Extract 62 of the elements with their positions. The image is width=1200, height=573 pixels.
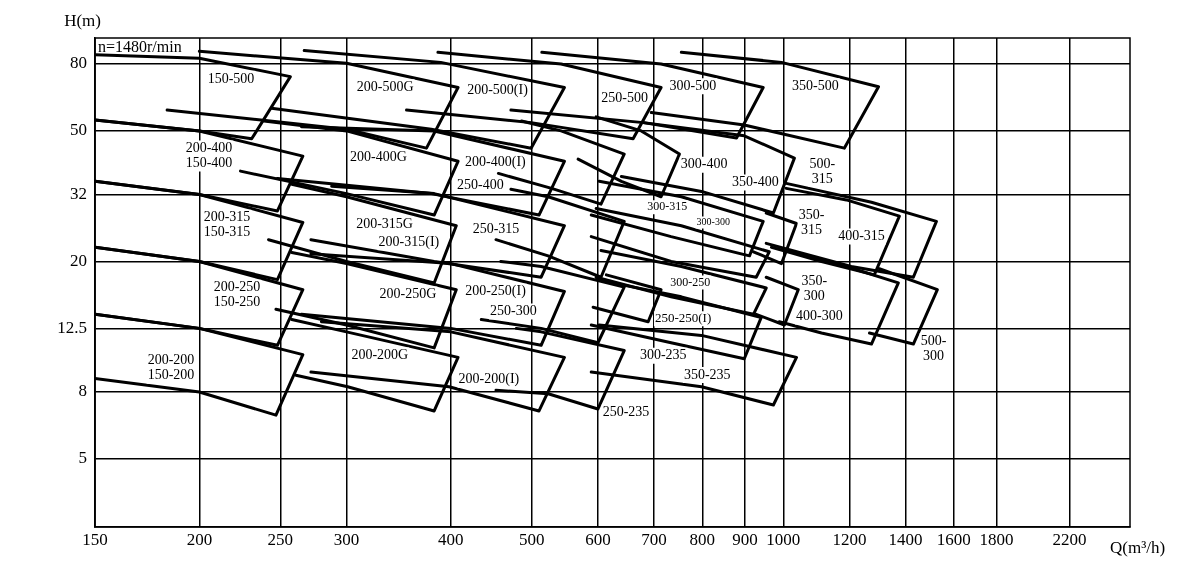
x-tick-label: 700 — [641, 529, 667, 549]
series-label: 200-250G — [379, 286, 437, 302]
x-tick-label: 300 — [333, 529, 360, 549]
series-label: 300-400 — [680, 156, 728, 172]
x-axis-title: Q(m³/h) — [1110, 538, 1166, 557]
series-label: 300-500 — [669, 78, 717, 94]
series-label: 300-250 — [670, 274, 711, 289]
x-tick-label: 900 — [732, 529, 758, 549]
x-tick-label: 1800 — [979, 529, 1014, 549]
series-label: 500- 300 — [920, 332, 947, 363]
series-label: 400-315 — [838, 228, 885, 244]
x-tick-label: 200 — [186, 529, 213, 549]
series-label: 200-500(I) — [467, 82, 529, 99]
x-tick-label: 600 — [585, 529, 611, 549]
series-label: 200-200G — [351, 347, 409, 363]
series-label: 200-400(I) — [465, 154, 527, 171]
series-label: 350- 315 — [798, 207, 825, 238]
series-label: 200-400 150-400 — [185, 140, 233, 171]
series-label: 200-250 150-250 — [213, 279, 261, 310]
x-tick-label: 2200 — [1052, 529, 1087, 549]
series-label: 250-300 — [489, 303, 537, 319]
y-axis-title: H(m) — [64, 11, 101, 30]
series-label: 400-300 — [795, 308, 843, 324]
series-label: 350-500 — [791, 78, 839, 94]
y-tick-label: 12.5 — [57, 317, 87, 337]
x-tick-label: 1600 — [936, 529, 971, 549]
series-label: 300-235 — [639, 347, 687, 363]
series-label: 350-235 — [683, 366, 731, 382]
y-tick-label: 20 — [70, 250, 87, 270]
series-label: 250-235 — [602, 404, 650, 420]
series-label: 300-300 — [696, 216, 730, 228]
x-tick-label: 400 — [438, 529, 464, 549]
x-tick-label: 500 — [519, 529, 545, 549]
y-tick-label: 5 — [78, 448, 87, 468]
series-label: 150-500 — [207, 70, 255, 86]
series-label: 500- 315 — [809, 155, 836, 186]
series-label: 250-400 — [457, 176, 504, 192]
series-label: 200-250(I) — [465, 283, 527, 300]
y-tick-label: 50 — [70, 120, 87, 140]
y-tick-label: 8 — [78, 381, 87, 401]
x-tick-label: 1200 — [832, 529, 867, 549]
series-label: 200-200 150-200 — [147, 352, 195, 383]
y-tick-label: 80 — [70, 53, 87, 73]
x-tick-label: 1400 — [888, 529, 923, 549]
series-label: 200-315(I) — [378, 233, 440, 250]
series-label: 300-315 — [647, 199, 688, 214]
x-tick-label: 150 — [82, 529, 108, 549]
series-label: 200-400G — [350, 148, 407, 164]
x-tick-label: 800 — [689, 529, 716, 549]
series-label: 350- 300 — [801, 273, 828, 304]
series-label: 200-500G — [356, 79, 414, 95]
annotation: n=1480r/min — [98, 38, 182, 55]
x-tick-label: 1000 — [766, 529, 801, 549]
series-label: 250-500 — [601, 90, 648, 106]
series-label: 200-315 150-315 — [203, 209, 251, 240]
x-tick-label: 250 — [267, 529, 294, 549]
series-label: 350-400 — [732, 174, 779, 190]
y-tick-label: 32 — [70, 183, 87, 203]
series-label: 200-315G — [356, 215, 413, 231]
series-label: 200-200(I) — [458, 371, 520, 388]
series-label: 250-315 — [472, 220, 520, 236]
series-label: 250-250(I) — [654, 310, 712, 326]
